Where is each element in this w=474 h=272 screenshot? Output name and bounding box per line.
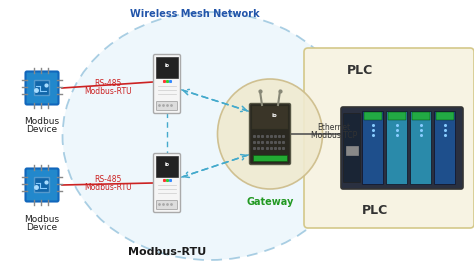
- Ellipse shape: [63, 12, 357, 260]
- FancyBboxPatch shape: [156, 200, 177, 209]
- Ellipse shape: [218, 79, 322, 189]
- Text: Device: Device: [27, 125, 57, 134]
- Text: Wireless Mesh Network: Wireless Mesh Network: [130, 9, 260, 19]
- FancyBboxPatch shape: [156, 57, 178, 78]
- FancyBboxPatch shape: [156, 156, 178, 177]
- FancyBboxPatch shape: [364, 112, 382, 120]
- FancyBboxPatch shape: [26, 72, 58, 104]
- Text: Modbus-RTU: Modbus-RTU: [84, 86, 132, 95]
- Text: PLC: PLC: [347, 63, 373, 76]
- FancyBboxPatch shape: [304, 48, 474, 228]
- Text: RS-485: RS-485: [94, 79, 122, 88]
- FancyBboxPatch shape: [26, 168, 58, 202]
- FancyBboxPatch shape: [412, 112, 430, 120]
- FancyBboxPatch shape: [410, 112, 431, 184]
- Text: Modbus-RTU: Modbus-RTU: [84, 184, 132, 193]
- FancyBboxPatch shape: [35, 81, 49, 95]
- Text: RS-485: RS-485: [94, 175, 122, 184]
- FancyBboxPatch shape: [435, 112, 456, 184]
- FancyBboxPatch shape: [154, 54, 181, 113]
- FancyBboxPatch shape: [156, 101, 177, 110]
- FancyBboxPatch shape: [252, 106, 288, 129]
- FancyBboxPatch shape: [386, 112, 408, 184]
- Text: io: io: [271, 113, 277, 118]
- Text: Modbus-RTU: Modbus-RTU: [128, 247, 206, 257]
- Text: Modbus: Modbus: [25, 215, 60, 224]
- Text: Device: Device: [27, 222, 57, 231]
- FancyBboxPatch shape: [346, 146, 358, 155]
- Text: Gateway: Gateway: [246, 197, 294, 207]
- FancyBboxPatch shape: [253, 155, 287, 161]
- FancyBboxPatch shape: [35, 178, 49, 193]
- Text: Ethernet: Ethernet: [318, 122, 351, 131]
- FancyBboxPatch shape: [154, 153, 181, 212]
- Text: PLC: PLC: [362, 203, 388, 217]
- FancyBboxPatch shape: [436, 112, 454, 120]
- FancyBboxPatch shape: [363, 112, 383, 184]
- FancyBboxPatch shape: [388, 112, 406, 120]
- Text: Modbus TCP: Modbus TCP: [311, 131, 357, 141]
- FancyBboxPatch shape: [249, 104, 291, 165]
- Text: io: io: [164, 63, 170, 68]
- Text: Modbus: Modbus: [25, 118, 60, 126]
- Text: io: io: [164, 162, 170, 167]
- FancyBboxPatch shape: [344, 113, 361, 183]
- FancyBboxPatch shape: [341, 107, 463, 189]
